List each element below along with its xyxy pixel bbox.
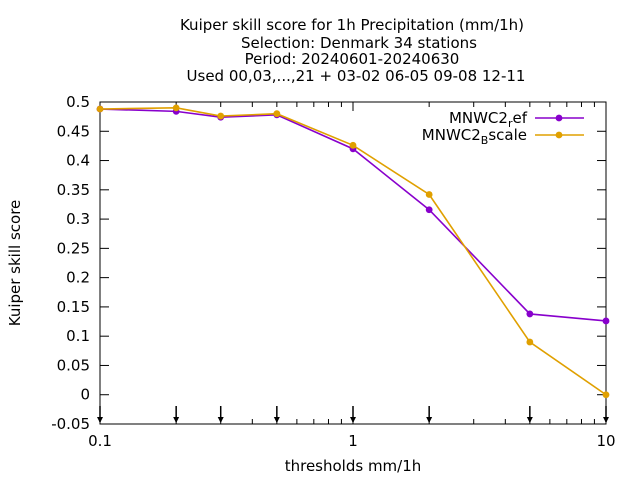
arrow-marker: [173, 406, 180, 423]
y-tick-label: 0.2: [66, 269, 90, 287]
x-tick-label: 10: [596, 432, 615, 450]
y-tick-label: 0.15: [57, 298, 90, 316]
arrow-marker: [97, 406, 103, 423]
data-point: [425, 191, 433, 198]
arrow-marker: [273, 406, 280, 423]
y-tick-label: 0.5: [66, 93, 90, 111]
y-tick-label: 0.3: [66, 210, 90, 228]
axis-ticks: [99, 101, 607, 425]
data-point: [526, 310, 534, 318]
series-line: [99, 108, 607, 322]
x-tick-label: 1: [348, 432, 358, 450]
arrow-marker: [526, 406, 533, 423]
title-line-1: Kuiper skill score for 1h Precipitation …: [180, 16, 524, 34]
series-line: [99, 107, 607, 396]
x-axis-label: thresholds mm/1h: [285, 457, 422, 475]
y-tick-label: 0.45: [57, 122, 90, 140]
title-line-2: Selection: Denmark 34 stations: [241, 34, 477, 52]
data-point: [425, 206, 433, 214]
y-tick-label: -0.05: [51, 415, 90, 433]
x-tick-label: 0.1: [88, 432, 112, 450]
arrow-marker: [603, 406, 609, 423]
data-point: [526, 338, 534, 346]
y-tick-label: 0.1: [66, 327, 90, 345]
y-tick-label: 0: [80, 386, 90, 404]
legend-marker: [555, 114, 563, 122]
chart-title: Kuiper skill score for 1h Precipitation …: [180, 16, 526, 85]
threshold-arrow-markers: [97, 406, 609, 423]
y-tick-label: 0.4: [66, 152, 90, 170]
data-point: [96, 105, 104, 113]
data-point: [602, 317, 610, 325]
legend-label: MNWC2ref: [449, 109, 528, 130]
data-point: [172, 104, 180, 112]
y-tick-label: 0.25: [57, 239, 90, 257]
y-tick-label: 0.35: [57, 181, 90, 199]
y-tick-labels: -0.05 0 0.05 0.1 0.15 0.2 0.25 0.3 0.35 0.4 0.45 0.…: [51, 93, 90, 433]
y-axis-label: Kuiper skill score: [6, 200, 24, 327]
data-point: [602, 391, 610, 399]
data-point: [349, 141, 357, 149]
arrow-marker: [426, 406, 433, 423]
data-point: [273, 110, 281, 118]
y-tick-label: 0.05: [57, 356, 90, 374]
title-line-3: Period: 20240601-20240630: [245, 50, 460, 68]
arrow-marker: [350, 406, 356, 423]
data-point: [217, 112, 225, 120]
arrow-marker: [217, 406, 224, 423]
series-lines: [96, 104, 610, 399]
title-line-4: Used 00,03,...,21 + 03-02 06-05 09-08 12…: [187, 67, 526, 85]
legend-marker: [555, 131, 563, 139]
legend-label: MNWC2Bscale: [422, 126, 527, 147]
x-tick-labels: 0.1 1 10: [88, 432, 615, 450]
